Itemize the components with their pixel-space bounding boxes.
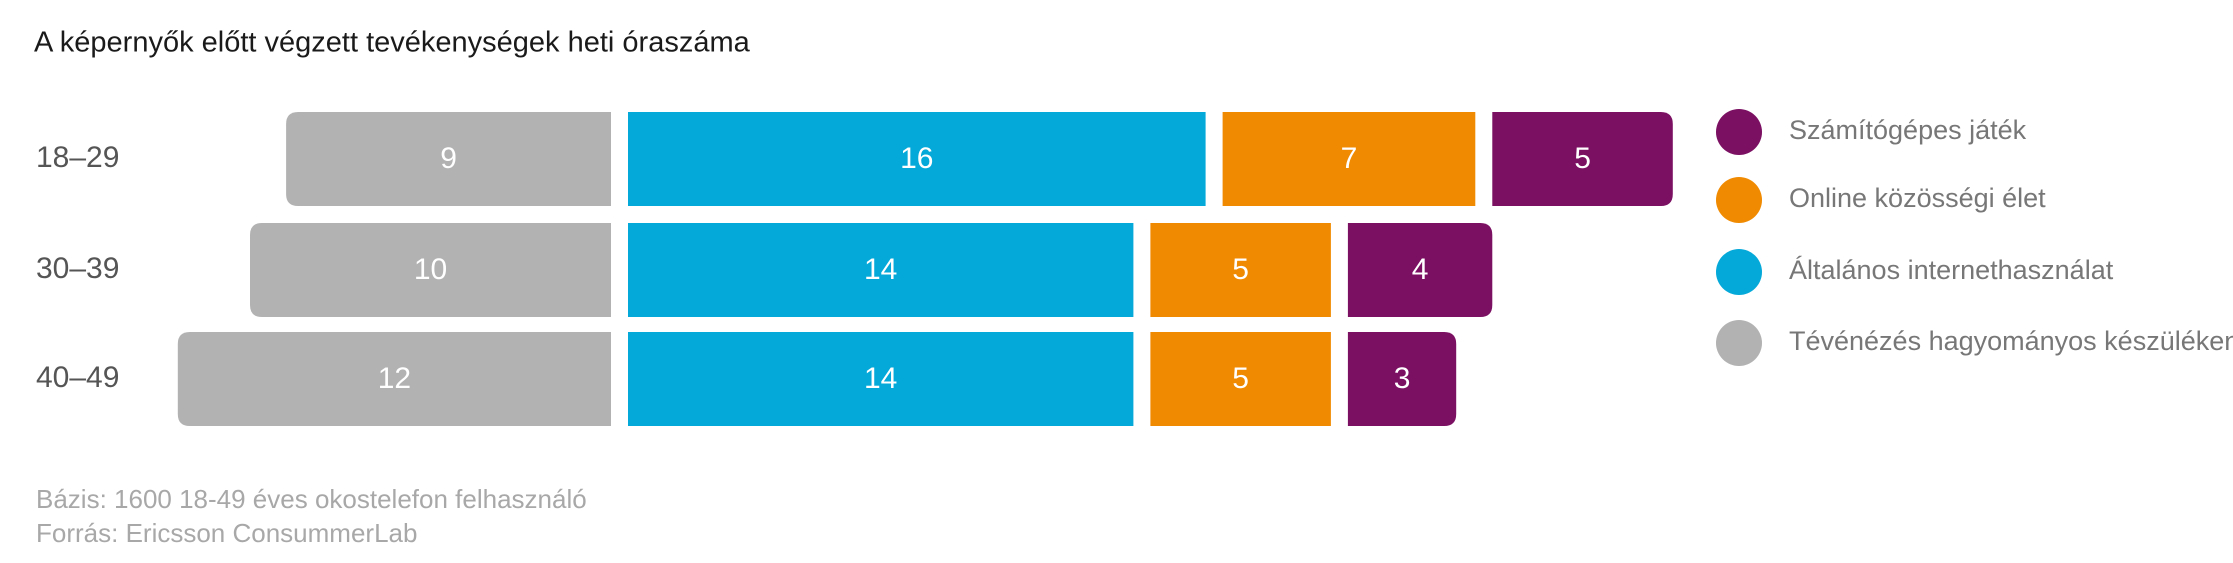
bar-segment (1222, 112, 1476, 206)
bar-segment (628, 223, 1134, 317)
legend-marker (1716, 177, 1762, 223)
legend-label: Online közösségi élet (1789, 183, 2046, 213)
bar-segment (286, 112, 611, 206)
data-label: 10 (414, 253, 447, 286)
legend-marker (1716, 320, 1762, 366)
bar-segment (628, 332, 1134, 426)
data-label: 5 (1574, 142, 1591, 175)
data-label: 3 (1394, 362, 1411, 395)
data-label: 14 (864, 253, 897, 286)
bar-segment (1492, 112, 1673, 206)
bar-segment (250, 223, 611, 317)
bar-segment (1347, 223, 1493, 317)
legend-label: Általános internethasználat (1789, 255, 2114, 285)
footnote: Bázis: 1600 18-49 éves okostelefon felha… (36, 484, 587, 514)
legend-label: Tévénézés hagyományos készüléken (1789, 326, 2233, 356)
y-tick-label: 18–29 (36, 141, 119, 174)
data-label: 5 (1232, 362, 1249, 395)
y-tick-label: 30–39 (36, 252, 119, 285)
data-label: 14 (864, 362, 897, 395)
data-label: 7 (1341, 142, 1358, 175)
bar-segment (1150, 332, 1331, 426)
data-label: 5 (1232, 253, 1249, 286)
data-label: 9 (440, 142, 457, 175)
bar-segment (1347, 332, 1457, 426)
y-tick-label: 40–49 (36, 361, 119, 394)
chart-title: A képernyők előtt végzett tevékenységek … (34, 27, 751, 59)
data-label: 12 (378, 362, 411, 395)
data-label: 16 (900, 142, 933, 175)
bar-segment (177, 332, 612, 426)
legend-marker (1716, 109, 1762, 155)
legend-marker (1716, 249, 1762, 295)
data-label: 4 (1412, 253, 1429, 286)
footnote: Forrás: Ericsson ConsummerLab (36, 518, 417, 548)
legend-label: Számítógépes játék (1789, 115, 2027, 145)
bar-segment (628, 112, 1206, 206)
bar-segment (1150, 223, 1331, 317)
